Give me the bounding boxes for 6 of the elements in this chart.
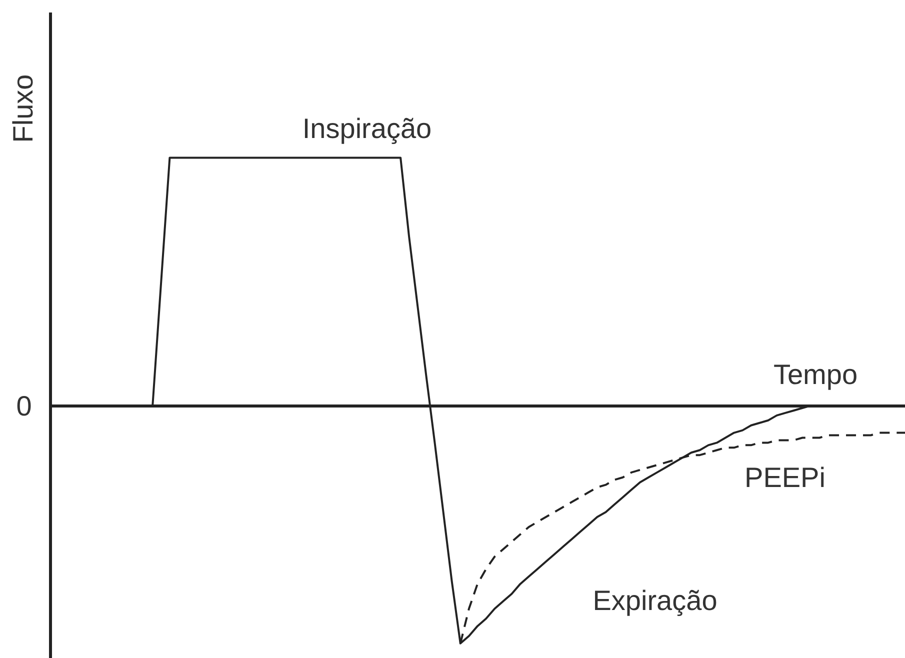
y-axis-title: Fluxo xyxy=(8,74,38,143)
annotation: Expiração xyxy=(592,585,718,616)
series-label: PEEPi xyxy=(744,462,826,493)
text: 0 xyxy=(16,390,32,422)
text: Inspiração xyxy=(302,113,432,144)
x-axis-title: Tempo xyxy=(773,359,858,390)
